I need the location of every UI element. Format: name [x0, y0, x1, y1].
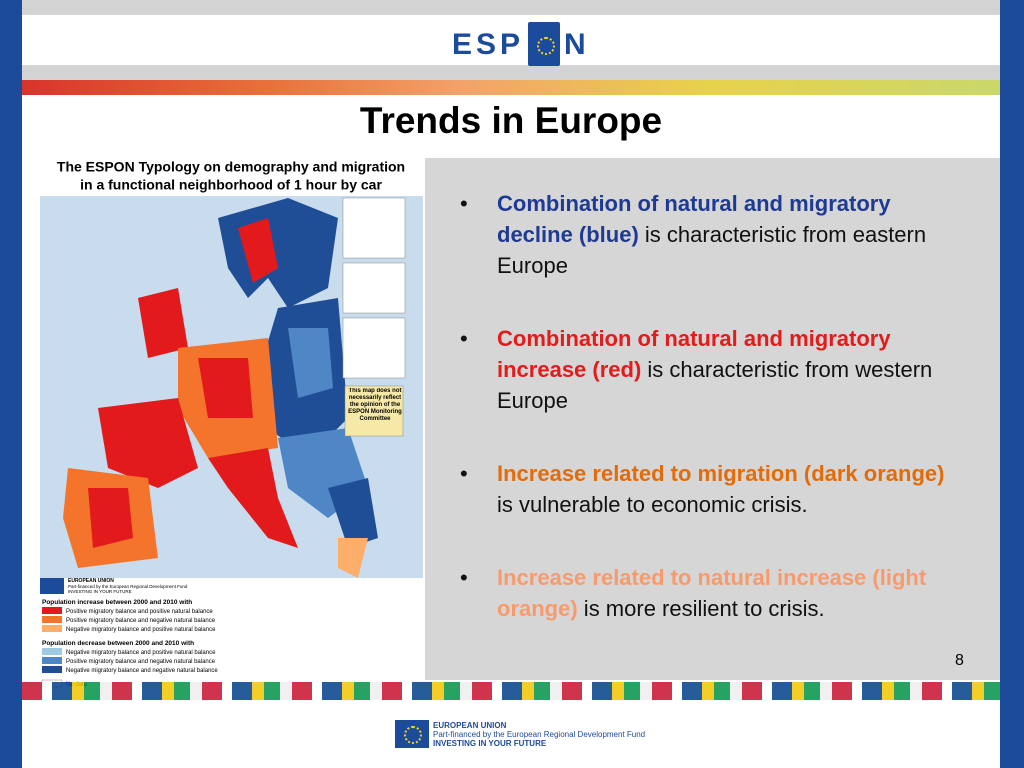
- legend-swatch: [42, 616, 62, 623]
- bullet-text: is characteristic from eastern Europe: [497, 222, 927, 278]
- legend-label: Negative migratory balance and positive …: [66, 627, 216, 633]
- eu-flag: [395, 720, 429, 748]
- map-strip: [22, 80, 1000, 95]
- slide-title: Trends in Europe: [359, 100, 663, 141]
- legend-swatch: [42, 657, 62, 664]
- footer-text: EUROPEAN UNION Part-financed by the Euro…: [433, 721, 645, 748]
- flag-strip: [22, 682, 1000, 700]
- legend-swatch: [42, 666, 62, 673]
- bullet-list: Combination of natural and migratory dec…: [460, 188, 960, 666]
- map-title: in a functional neighborhood of 1 hour b…: [80, 177, 382, 193]
- map-eu: EUROPEAN UNION: [68, 578, 114, 584]
- legend-swatch: [42, 625, 62, 632]
- legend-label: Negative migratory balance and negative …: [66, 668, 218, 674]
- top-strip: [22, 0, 1000, 15]
- legend-label: Negative migratory balance and positive …: [66, 650, 216, 656]
- bullet-highlight: Increase related to migration (dark oran…: [497, 461, 945, 486]
- top-strip: [22, 65, 1000, 80]
- legend-swatch: [42, 648, 62, 655]
- legend-swatch: [42, 607, 62, 614]
- bullet-text: is characteristic from western Europe: [497, 357, 933, 413]
- map: The ESPON Typology on demography and mig…: [38, 158, 425, 690]
- bullet-highlight: Combination of natural and migratory inc…: [497, 326, 891, 382]
- bullet: Combination of natural and migratory dec…: [460, 188, 960, 281]
- footer-motto: INVESTING IN YOUR FUTURE: [433, 739, 547, 748]
- legend-label: Positive migratory balance and negative …: [66, 618, 216, 624]
- map-fund: Part-financed by the European Regional D…: [68, 584, 188, 589]
- footer-fund: Part-financed by the European Regional D…: [433, 730, 646, 739]
- legend-label: Positive migratory balance and negative …: [66, 659, 216, 665]
- bullet: Increase related to migration (dark oran…: [460, 458, 960, 520]
- bullet-highlight: Combination of natural and migratory dec…: [497, 191, 891, 247]
- footer-eu: EUROPEAN UNION: [433, 721, 507, 730]
- bullet: Combination of natural and migratory inc…: [460, 323, 960, 416]
- disclaimer: This map does not necessarily reflect th…: [348, 388, 402, 422]
- page-number: 8: [955, 652, 964, 669]
- legend-heading: Population increase between 2000 and 201…: [42, 599, 192, 606]
- map-title: The ESPON Typology on demography and mig…: [57, 159, 405, 175]
- map-motto: INVESTING IN YOUR FUTURE: [68, 589, 132, 594]
- legend-heading: Population decrease between 2000 and 201…: [42, 640, 194, 647]
- logo: ESP N: [452, 22, 590, 66]
- bullet-highlight: Increase related to natural increase (li…: [497, 565, 927, 621]
- side-bar: [1000, 0, 1024, 768]
- side-bar: [0, 0, 22, 768]
- bullet-text: is more resilient to crisis.: [577, 596, 825, 621]
- legend-label: Positive migratory balance and positive …: [66, 609, 213, 615]
- bullet-text: is vulnerable to economic crisis.: [497, 492, 808, 517]
- bullet: Increase related to natural increase (li…: [460, 562, 960, 624]
